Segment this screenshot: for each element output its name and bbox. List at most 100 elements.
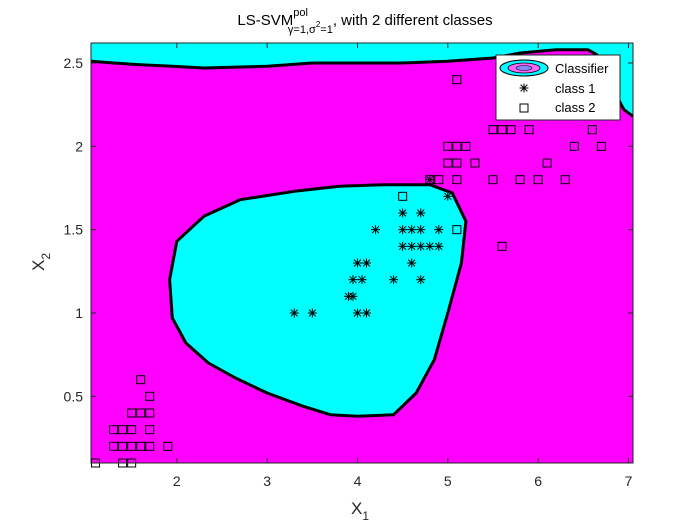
class2-point bbox=[398, 191, 408, 201]
x-tick-label: 6 bbox=[534, 473, 542, 489]
class1-point bbox=[371, 225, 381, 235]
class-b-region-center bbox=[168, 183, 468, 418]
class2-point bbox=[127, 425, 137, 435]
class2-point bbox=[145, 441, 155, 451]
title-sup: pol bbox=[293, 7, 308, 19]
legend-class1-star bbox=[519, 83, 529, 93]
title-tail: , with 2 different classes bbox=[333, 12, 493, 29]
class2-point bbox=[127, 408, 137, 418]
class1-point bbox=[407, 258, 417, 268]
x-axis-label-sub: 1 bbox=[362, 509, 369, 523]
class2-point bbox=[488, 125, 498, 135]
class1-point bbox=[398, 225, 408, 235]
data-markers bbox=[91, 75, 606, 468]
class2-point bbox=[470, 158, 480, 168]
y-tick-label: 0.5 bbox=[64, 388, 84, 404]
class1-point bbox=[407, 241, 417, 251]
class2-point bbox=[434, 175, 444, 185]
x-tick-label: 3 bbox=[263, 473, 271, 489]
y-axis-label-base: X bbox=[29, 260, 48, 271]
class2-point bbox=[569, 141, 579, 151]
class2-point bbox=[452, 75, 462, 85]
class2-point bbox=[524, 125, 534, 135]
class2-point bbox=[452, 225, 462, 235]
title-main: LS-SVM bbox=[237, 12, 293, 29]
class2-point bbox=[497, 241, 507, 251]
class2-point bbox=[443, 158, 453, 168]
class2-point bbox=[443, 141, 453, 151]
axes-frame bbox=[90, 42, 634, 464]
class2-point bbox=[497, 125, 507, 135]
class2-point bbox=[515, 175, 525, 185]
class2-point bbox=[506, 125, 516, 135]
class1-point bbox=[398, 208, 408, 218]
class2-point bbox=[461, 141, 471, 151]
class2-point bbox=[452, 158, 462, 168]
class1-point bbox=[434, 225, 444, 235]
x-tick-label: 7 bbox=[625, 473, 633, 489]
class2-point bbox=[587, 125, 597, 135]
x-tick-label: 5 bbox=[444, 473, 452, 489]
class2-point bbox=[163, 441, 173, 451]
class1-point bbox=[352, 308, 362, 318]
class2-point bbox=[127, 441, 137, 451]
class1-point bbox=[425, 175, 435, 185]
class2-point bbox=[136, 375, 146, 385]
class2-point bbox=[136, 408, 146, 418]
class1-point bbox=[289, 308, 299, 318]
class-b-region-top bbox=[91, 43, 633, 117]
class2-point bbox=[145, 408, 155, 418]
class1-point bbox=[357, 275, 367, 285]
x-tick-label: 4 bbox=[354, 473, 362, 489]
class2-point bbox=[560, 175, 570, 185]
x-tick-label: 2 bbox=[173, 473, 181, 489]
class1-point bbox=[416, 275, 426, 285]
legend: Classifier class 1 class 2 bbox=[495, 54, 621, 121]
class1-point bbox=[416, 208, 426, 218]
class2-point bbox=[452, 175, 462, 185]
chart-title: LS-SVMpol γ=1,σ2=1, with 2 different clas… bbox=[237, 7, 492, 36]
class1-point bbox=[348, 291, 358, 301]
y-tick-label: 1.5 bbox=[64, 222, 84, 238]
class1-point bbox=[425, 241, 435, 251]
class1-point bbox=[362, 308, 372, 318]
class2-point bbox=[118, 441, 128, 451]
class2-point bbox=[118, 425, 128, 435]
legend-class1-marker bbox=[519, 83, 529, 93]
class1-point bbox=[398, 241, 408, 251]
class2-point bbox=[109, 441, 119, 451]
legend-label-classifier: Classifier bbox=[555, 61, 609, 76]
class1-point bbox=[307, 308, 317, 318]
class2-point bbox=[136, 441, 146, 451]
y-axis-label: X2 bbox=[29, 253, 53, 271]
axis-ticks: 2 3 4 5 6 7 0.5 1 1.5 2 2.5 bbox=[64, 43, 633, 489]
x-axis-label: X1 bbox=[351, 499, 369, 523]
class2-point bbox=[109, 425, 119, 435]
class2-point bbox=[145, 391, 155, 401]
title-sub-prefix: γ=1,σ bbox=[288, 24, 316, 36]
class2-point bbox=[425, 175, 435, 185]
class1-point bbox=[416, 241, 426, 251]
class1-point bbox=[407, 225, 417, 235]
class2-point bbox=[145, 425, 155, 435]
class1-point bbox=[352, 258, 362, 268]
y-axis-label-sub: 2 bbox=[39, 253, 53, 260]
class2-point bbox=[542, 158, 552, 168]
x-axis-label-base: X bbox=[351, 499, 362, 518]
class2-point bbox=[533, 175, 543, 185]
y-tick-label: 2 bbox=[75, 138, 83, 154]
class1-point bbox=[389, 275, 399, 285]
legend-class2-marker bbox=[519, 103, 529, 113]
legend-classifier-swatch bbox=[499, 59, 549, 77]
class2-point bbox=[452, 141, 462, 151]
title-sub-suffix: =1 bbox=[320, 24, 333, 36]
title-sub-sup: 2 bbox=[316, 20, 321, 29]
y-tick-label: 2.5 bbox=[64, 55, 84, 71]
class1-point bbox=[362, 258, 372, 268]
legend-label-class1: class 1 bbox=[555, 81, 595, 96]
class1-point bbox=[416, 225, 426, 235]
legend-label-class2: class 2 bbox=[555, 100, 595, 115]
class1-point bbox=[348, 275, 358, 285]
class1-point bbox=[434, 241, 444, 251]
